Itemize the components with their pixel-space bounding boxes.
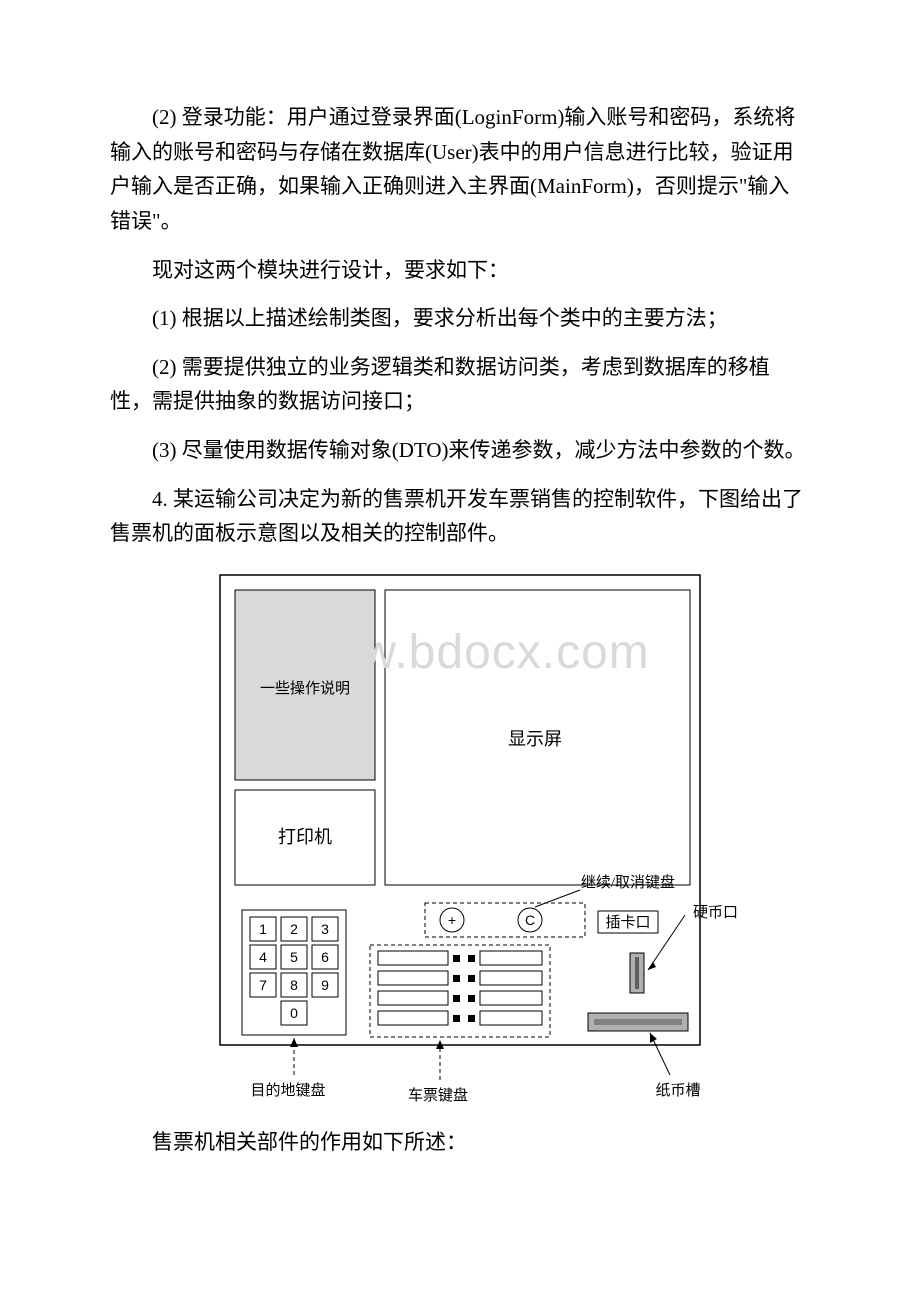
card-slot-label: 插卡口 xyxy=(605,914,650,931)
continue-cancel-label: 继续/取消键盘 xyxy=(581,873,675,891)
keypad-keys: 1 2 3 4 5 6 7 8 9 0 xyxy=(250,917,338,1025)
svg-text:4: 4 xyxy=(259,949,267,965)
paragraph-q4: 4. 某运输公司决定为新的售票机开发车票销售的控制软件，下图给出了售票机的面板示… xyxy=(110,482,810,551)
bill-slot-inner xyxy=(594,1019,682,1025)
coin-slot-line xyxy=(635,957,639,989)
ticket-rows xyxy=(378,951,542,1025)
paragraph-design-intro: 现对这两个模块进行设计，要求如下： xyxy=(110,253,810,288)
svg-text:C: C xyxy=(525,912,535,928)
instructions-label: 一些操作说明 xyxy=(260,680,350,697)
ticket-machine-diagram: www.bdocx.com 一些操作说明 打印机 显示屏 1 2 3 4 5 6… xyxy=(180,565,740,1105)
svg-text:6: 6 xyxy=(321,949,329,965)
svg-text:2: 2 xyxy=(290,921,298,937)
paragraph-req-1: (1) 根据以上描述绘制类图，要求分析出每个类中的主要方法； xyxy=(110,301,810,336)
svg-text:1: 1 xyxy=(259,921,267,937)
paragraph-2-login: (2) 登录功能：用户通过登录界面(LoginForm)输入账号和密码，系统将输… xyxy=(110,100,810,239)
svg-text:5: 5 xyxy=(290,949,298,965)
svg-text:9: 9 xyxy=(321,977,329,993)
svg-text:0: 0 xyxy=(290,1005,298,1021)
printer-label: 打印机 xyxy=(278,827,332,847)
paragraph-components-intro: 售票机相关部件的作用如下所述： xyxy=(110,1125,810,1160)
coin-slot-label: 硬币口 xyxy=(693,904,738,921)
dest-keypad-label: 目的地键盘 xyxy=(250,1081,325,1099)
svg-text:3: 3 xyxy=(321,921,329,937)
display-label: 显示屏 xyxy=(508,729,562,749)
paragraph-req-2: (2) 需要提供独立的业务逻辑类和数据访问类，考虑到数据库的移植性，需提供抽象的… xyxy=(110,350,810,419)
ticket-keypad-label: 车票键盘 xyxy=(408,1086,468,1104)
bill-slot-label: 纸币槽 xyxy=(655,1082,700,1099)
svg-text:7: 7 xyxy=(259,977,267,993)
diagram-svg: 一些操作说明 打印机 显示屏 1 2 3 4 5 6 7 8 9 0 + C xyxy=(180,565,740,1105)
svg-text:+: + xyxy=(448,912,456,928)
paragraph-req-3: (3) 尽量使用数据传输对象(DTO)来传递参数，减少方法中参数的个数。 xyxy=(110,433,810,468)
svg-text:8: 8 xyxy=(290,977,298,993)
